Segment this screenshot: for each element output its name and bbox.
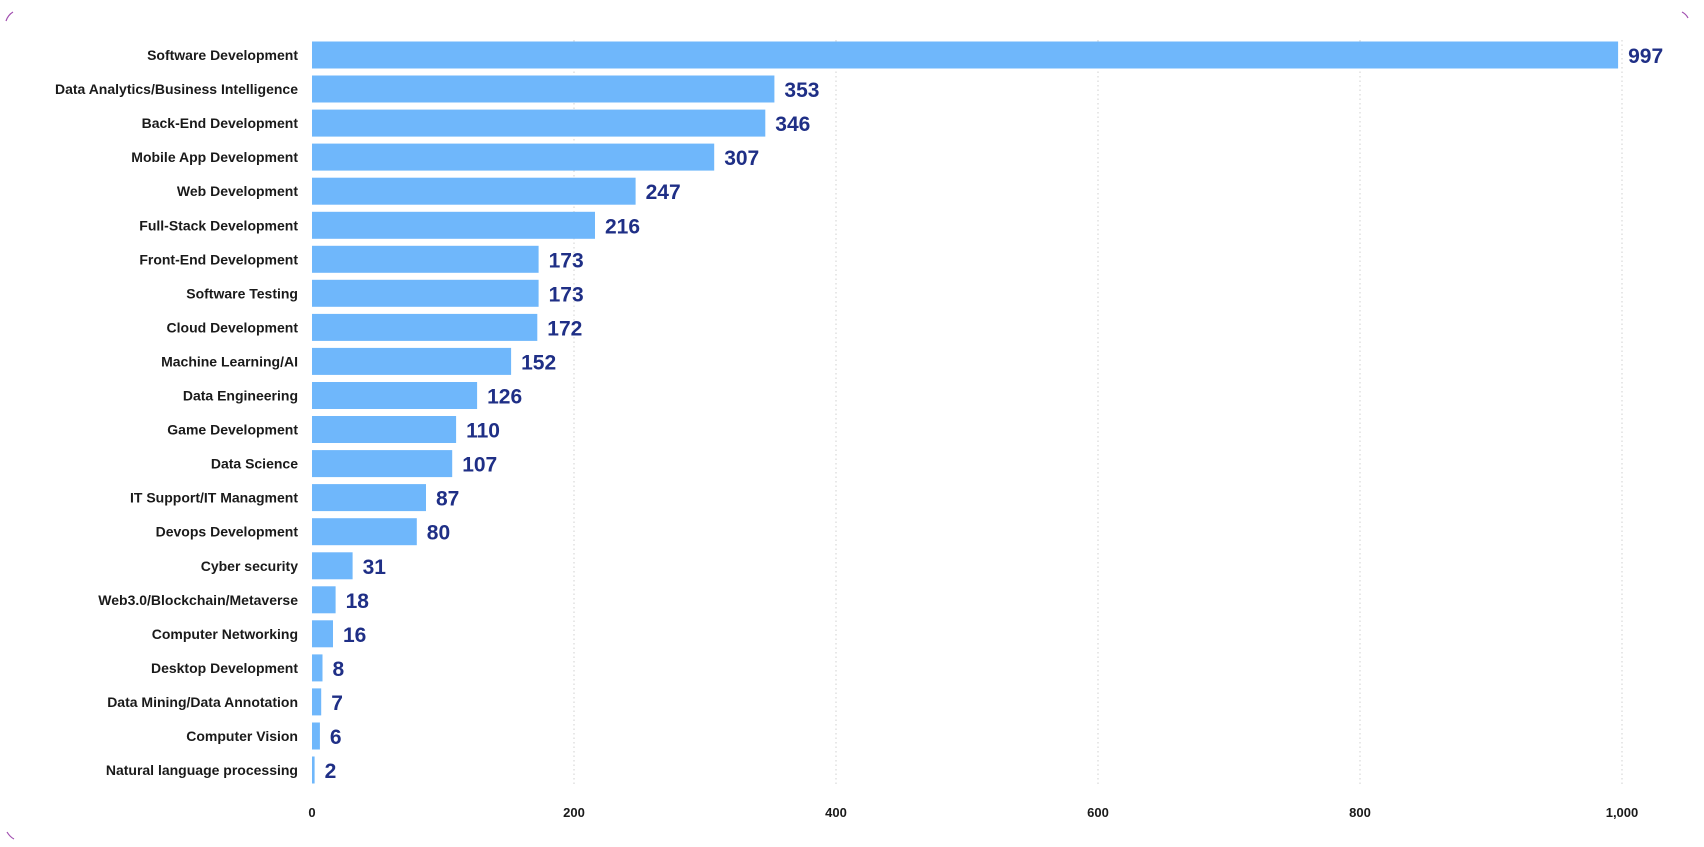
category-label: Software Testing	[186, 285, 298, 301]
value-label: 87	[436, 488, 459, 511]
value-label: 107	[462, 454, 497, 477]
value-label: 997	[1628, 45, 1663, 68]
bar-software-testing	[312, 279, 539, 307]
bar-computer-networking	[312, 620, 333, 648]
category-label: Front-End Development	[139, 251, 298, 267]
category-label: IT Support/IT Managment	[130, 490, 298, 506]
value-label: 18	[346, 590, 370, 613]
x-tick-label: 800	[1349, 805, 1371, 820]
category-label: Software Development	[147, 47, 298, 63]
bar-full-stack-development	[312, 211, 595, 239]
value-label: 6	[330, 726, 342, 749]
bar-web-development	[312, 177, 636, 205]
value-label: 16	[343, 624, 366, 647]
category-label: Data Engineering	[183, 388, 298, 404]
value-label: 126	[487, 386, 522, 409]
value-label: 152	[521, 351, 556, 374]
x-axis-ticks: 0 200 400 600 800 1,000	[308, 805, 1638, 820]
category-label: Cloud Development	[167, 319, 299, 335]
value-label: 216	[605, 215, 640, 238]
value-labels: 9973533463072472161731731721521261101078…	[325, 45, 1664, 783]
x-tick-label: 1,000	[1606, 805, 1639, 820]
bar-data-analytics-business-intelligence	[312, 75, 775, 103]
x-tick-label: 0	[308, 805, 315, 820]
x-tick-label: 600	[1087, 805, 1109, 820]
category-label: Data Analytics/Business Intelligence	[55, 81, 298, 97]
category-label: Game Development	[167, 422, 298, 438]
value-label: 353	[784, 79, 819, 102]
value-label: 2	[325, 760, 337, 783]
x-tick-label: 400	[825, 805, 847, 820]
value-label: 346	[775, 113, 810, 136]
category-label: Full-Stack Development	[139, 217, 298, 233]
corner-mark-bottom-left	[6, 831, 15, 840]
category-label: Computer Vision	[186, 728, 298, 744]
bar-front-end-development	[312, 245, 539, 273]
corner-mark-top-left	[5, 11, 14, 22]
bar-back-end-development	[312, 109, 766, 137]
bar-data-engineering	[312, 382, 478, 409]
bar-game-development	[312, 416, 457, 443]
category-label: Natural language processing	[106, 762, 298, 778]
category-label: Desktop Development	[151, 660, 298, 676]
corner-mark-top-right	[1681, 11, 1689, 19]
bar-data-mining-data-annotation	[312, 688, 322, 716]
category-label: Data Science	[211, 456, 298, 472]
category-label: Mobile App Development	[131, 149, 298, 165]
bar-it-support-it-managment	[312, 484, 426, 512]
bar-machine-learning-ai	[312, 347, 512, 375]
gridlines	[573, 40, 1623, 786]
category-label: Computer Networking	[152, 626, 298, 642]
bar-data-science	[312, 450, 453, 478]
category-labels: Software Development Data Analytics/Busin…	[55, 47, 298, 778]
value-label: 173	[549, 249, 584, 272]
bar-desktop-development	[312, 654, 323, 682]
bar-software-development	[312, 41, 1619, 69]
value-label: 172	[547, 317, 582, 340]
category-label: Machine Learning/AI	[161, 353, 298, 369]
bar-cyber-security	[312, 552, 353, 580]
bar-devops-development	[312, 518, 417, 546]
value-label: 173	[549, 283, 584, 306]
category-label: Back-End Development	[142, 115, 299, 131]
category-label: Data Mining/Data Annotation	[107, 694, 298, 710]
value-label: 8	[333, 658, 345, 681]
bar-natural-language-processing	[312, 756, 315, 784]
category-label: Web3.0/Blockchain/Metaverse	[98, 592, 298, 608]
value-label: 7	[331, 692, 343, 715]
value-label: 307	[724, 147, 759, 170]
value-label: 247	[646, 181, 681, 204]
bar-cloud-development	[312, 313, 538, 341]
value-label: 31	[363, 556, 387, 579]
x-tick-label: 200	[563, 805, 585, 820]
value-label: 110	[466, 420, 500, 443]
bar-web3-0-blockchain-metaverse	[312, 586, 336, 614]
category-label: Web Development	[177, 183, 298, 199]
bar-computer-vision	[312, 722, 320, 750]
value-label: 80	[427, 522, 450, 545]
bars	[312, 41, 1619, 784]
category-label: Devops Development	[156, 524, 299, 540]
category-label: Cyber security	[201, 558, 298, 574]
bar-mobile-app-development	[312, 143, 715, 171]
